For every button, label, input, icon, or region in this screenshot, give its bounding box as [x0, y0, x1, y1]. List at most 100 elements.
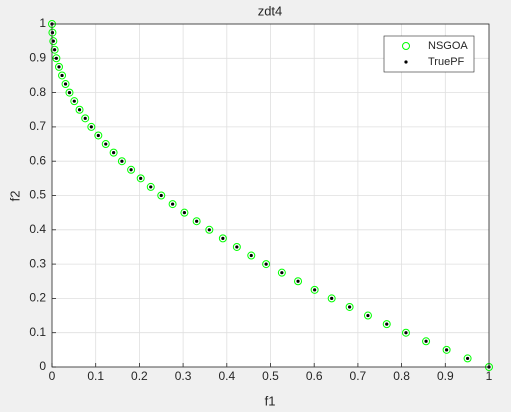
- point: [81, 114, 90, 123]
- point: [182, 211, 187, 215]
- x-tick-label: 0.7: [350, 369, 367, 383]
- point: [57, 65, 61, 69]
- point: [49, 37, 58, 46]
- x-tick-label: 0.3: [175, 369, 192, 383]
- point: [262, 260, 271, 269]
- legend-marker: [404, 60, 408, 64]
- point: [366, 313, 370, 318]
- point: [442, 345, 451, 354]
- point: [205, 225, 214, 234]
- point: [112, 151, 116, 155]
- y-tick-label: 0.2: [29, 291, 46, 305]
- point: [313, 288, 317, 292]
- point: [249, 253, 253, 258]
- legend: NSGOA TruePF: [383, 35, 475, 73]
- point: [192, 217, 201, 226]
- point: [280, 271, 284, 275]
- point: [221, 236, 225, 240]
- y-tick-label: 0.6: [29, 153, 46, 167]
- point: [109, 148, 118, 157]
- x-tick-label: 0.6: [306, 369, 323, 383]
- point: [54, 62, 63, 71]
- x-tick-label: 0: [49, 369, 56, 383]
- legend-label: TruePF: [428, 56, 465, 68]
- point: [101, 140, 110, 149]
- point: [58, 71, 67, 80]
- point: [401, 328, 410, 337]
- point: [127, 165, 136, 174]
- point: [51, 39, 55, 43]
- legend-box: [383, 35, 475, 73]
- point: [235, 245, 239, 249]
- x-tick-label: 1: [486, 369, 493, 383]
- point: [310, 285, 319, 294]
- chart-title: zdt4: [258, 3, 283, 18]
- point: [63, 82, 68, 86]
- point: [218, 234, 227, 243]
- point: [96, 133, 100, 138]
- point: [327, 294, 336, 303]
- point: [70, 97, 79, 106]
- point: [168, 200, 177, 209]
- marks-layer: [48, 20, 493, 371]
- x-tick-label: 0.5: [262, 369, 279, 383]
- point: [382, 320, 391, 329]
- legend-marker: [402, 42, 410, 50]
- point: [117, 157, 126, 166]
- point: [65, 88, 74, 97]
- axes-box: [51, 23, 490, 368]
- point: [60, 73, 64, 78]
- point: [445, 348, 449, 352]
- x-tick-label: 0.2: [131, 369, 148, 383]
- point: [67, 91, 72, 95]
- point: [207, 228, 211, 232]
- point: [149, 185, 153, 189]
- x-tick-label: 0.9: [437, 369, 454, 383]
- point: [89, 125, 93, 129]
- point: [232, 242, 241, 251]
- point: [171, 202, 175, 206]
- y-tick-label: 0.3: [29, 256, 46, 270]
- y-tick-label: 0.4: [29, 222, 46, 236]
- point: [77, 108, 82, 112]
- legend-label: NSGOA: [428, 40, 468, 52]
- point: [180, 208, 189, 217]
- y-tick-label: 0.7: [29, 119, 46, 133]
- point: [264, 262, 268, 266]
- point: [385, 322, 389, 326]
- point: [463, 354, 472, 363]
- y-tick-label: 0: [39, 359, 46, 373]
- x-tick-label: 0.8: [393, 369, 410, 383]
- point: [50, 30, 55, 35]
- point: [48, 28, 57, 37]
- point: [330, 296, 334, 300]
- point: [277, 268, 286, 277]
- y-tick-label: 1: [39, 16, 46, 30]
- point: [424, 339, 428, 343]
- point: [136, 174, 145, 183]
- point: [345, 302, 354, 311]
- y-tick-label: 0.9: [29, 50, 46, 64]
- point: [159, 193, 163, 198]
- point: [104, 142, 108, 146]
- y-tick-label: 0.8: [29, 85, 46, 99]
- y-axis-label: f2: [7, 191, 22, 202]
- point: [296, 279, 300, 283]
- point: [87, 122, 96, 131]
- y-tick-label: 0.1: [29, 325, 46, 339]
- point: [139, 176, 143, 180]
- point: [54, 56, 58, 60]
- point: [52, 54, 61, 63]
- point: [129, 168, 133, 172]
- point: [247, 251, 256, 260]
- point: [294, 277, 303, 286]
- point: [347, 305, 352, 309]
- point: [422, 337, 431, 346]
- point: [146, 182, 155, 191]
- point: [94, 131, 103, 140]
- y-tick-label: 0.5: [29, 188, 46, 202]
- point: [75, 105, 84, 114]
- x-tick-label: 0.1: [87, 369, 104, 383]
